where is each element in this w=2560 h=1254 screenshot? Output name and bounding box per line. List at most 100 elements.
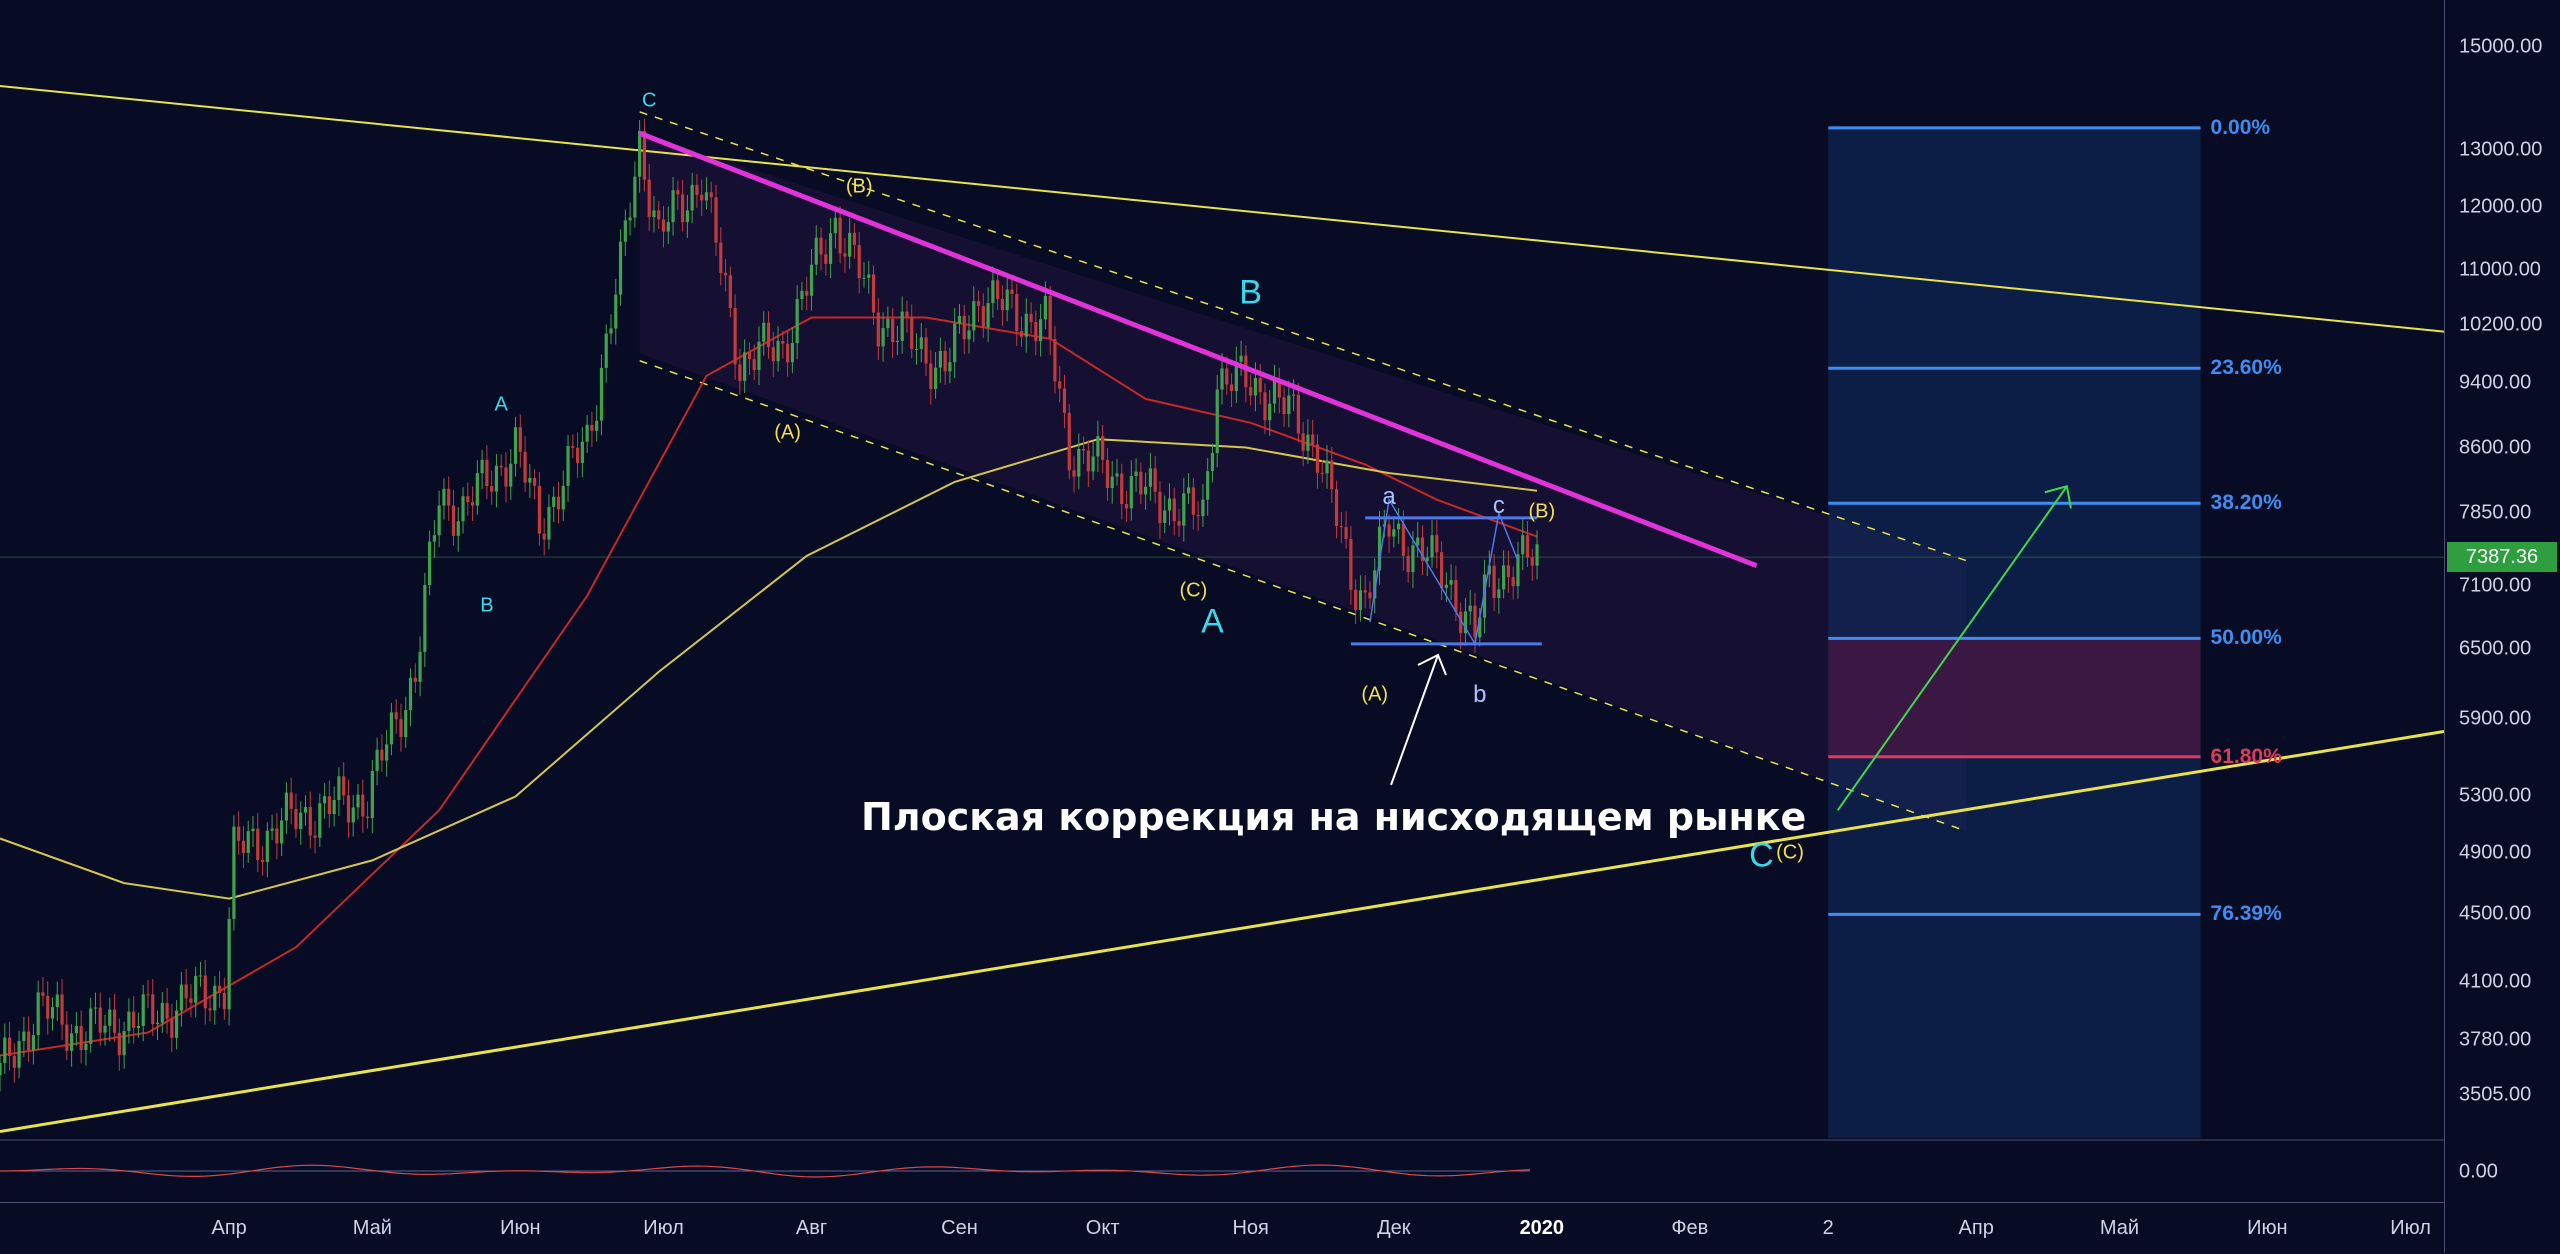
time-axis[interactable]: Апр Май Июн Июл Авг Сен Окт Ноя Дек 2020 Фев 2 Апр Ма… xyxy=(0,1202,2444,1254)
candle-body xyxy=(136,1025,141,1028)
candle-body xyxy=(270,828,274,831)
wave-label: (C) xyxy=(1776,841,1804,864)
candle-body xyxy=(828,233,833,264)
candle-body xyxy=(590,424,594,431)
candle-body xyxy=(518,427,522,452)
candle-body xyxy=(943,350,947,372)
candle-body xyxy=(394,712,398,720)
time-tick-label: Июн xyxy=(500,1217,541,1239)
price-tick-label: 3780.00 xyxy=(2459,1028,2532,1051)
candle-body xyxy=(84,1043,88,1051)
candle-body xyxy=(155,1022,160,1025)
candle-body xyxy=(1344,527,1348,539)
candle-body xyxy=(1497,589,1501,598)
candle-body xyxy=(380,749,384,761)
candle-body xyxy=(1430,535,1434,558)
candle-body xyxy=(1225,368,1229,385)
candle-body xyxy=(814,237,818,265)
candle-body xyxy=(1487,565,1491,575)
price-chart[interactable] xyxy=(0,0,2444,1202)
wave-label: A xyxy=(494,393,508,416)
candle-body xyxy=(1139,471,1143,495)
candle-body xyxy=(1234,361,1238,392)
candle-body xyxy=(175,1010,179,1038)
candle-body xyxy=(1268,403,1272,421)
candle-body xyxy=(552,496,556,507)
candle-body xyxy=(972,301,976,331)
annotation-arrowhead xyxy=(1417,653,1447,676)
candle-body xyxy=(638,130,642,177)
candle-body xyxy=(743,352,747,381)
candle-body xyxy=(1010,289,1014,294)
candle-body xyxy=(1163,510,1167,523)
price-axis[interactable]: 15000.00 13000.00 12000.00 11000.00 10200.00… xyxy=(2444,0,2560,1253)
price-tick-label: 7850.00 xyxy=(2459,501,2532,524)
candle-body xyxy=(1229,384,1234,392)
candle-body xyxy=(1129,475,1133,509)
candle-body xyxy=(1349,538,1353,590)
candle-body xyxy=(1201,499,1205,517)
candle-body xyxy=(1191,487,1195,515)
candle-body xyxy=(833,217,837,234)
candle-body xyxy=(189,998,193,1003)
candle-body xyxy=(762,322,766,342)
candle-body xyxy=(852,232,857,245)
candle-body xyxy=(795,299,799,344)
candle-body xyxy=(1387,524,1391,537)
candle-body xyxy=(89,1008,93,1044)
candle-body xyxy=(537,485,541,534)
candle-body xyxy=(1000,298,1005,311)
candle-body xyxy=(685,210,689,223)
candle-body xyxy=(575,447,580,463)
candle-body xyxy=(1249,387,1253,396)
time-tick-label: Май xyxy=(352,1217,392,1239)
wave-label: B xyxy=(1239,273,1262,312)
candle-body xyxy=(1005,289,1009,311)
candle-body xyxy=(1110,476,1114,489)
moving-average-1 xyxy=(0,316,1538,1057)
candle-body xyxy=(757,341,761,371)
wave-label: B xyxy=(480,594,494,617)
candle-body xyxy=(117,1032,121,1056)
time-tick-label: Июн xyxy=(2247,1217,2288,1239)
candle-body xyxy=(22,1031,26,1042)
candle-body xyxy=(318,803,322,838)
candle-body xyxy=(1215,389,1219,454)
candle-body xyxy=(509,463,513,487)
fib-level-label: 50.00% xyxy=(2210,626,2282,650)
candle-body xyxy=(561,485,565,510)
candle-body xyxy=(957,315,962,324)
candle-body xyxy=(523,451,527,483)
candle-body xyxy=(910,316,914,349)
candle-body xyxy=(241,840,246,853)
price-tick-label: 13000.00 xyxy=(2459,138,2543,161)
candle-body xyxy=(513,427,518,464)
candle-body xyxy=(246,831,250,853)
candle-body xyxy=(1401,523,1405,556)
wave-label: (A) xyxy=(774,421,801,444)
fib-level-label: 0.00% xyxy=(2210,115,2271,139)
candle-body xyxy=(327,796,331,815)
candle-body xyxy=(1416,537,1420,546)
price-tick-label: 9400.00 xyxy=(2459,371,2532,394)
candle-body xyxy=(132,1011,136,1028)
channel-lower-dashed xyxy=(639,360,1967,833)
candle-body xyxy=(1124,503,1129,509)
candle-body xyxy=(299,812,303,830)
candle-body xyxy=(623,220,627,242)
candle-body xyxy=(232,826,236,919)
candle-body xyxy=(1463,611,1468,634)
candle-body xyxy=(1511,576,1515,587)
candle-body xyxy=(891,318,895,343)
candle-body xyxy=(1425,557,1429,561)
lower-trendline xyxy=(0,730,2444,1133)
candle-body xyxy=(881,328,885,347)
candle-body xyxy=(36,992,40,1036)
candle-body xyxy=(728,275,732,309)
price-tick-label: 4900.00 xyxy=(2459,841,2532,864)
candle-body xyxy=(1521,535,1525,555)
candle-body xyxy=(1105,459,1110,489)
candle-body xyxy=(1392,529,1396,537)
candle-body xyxy=(604,333,608,368)
